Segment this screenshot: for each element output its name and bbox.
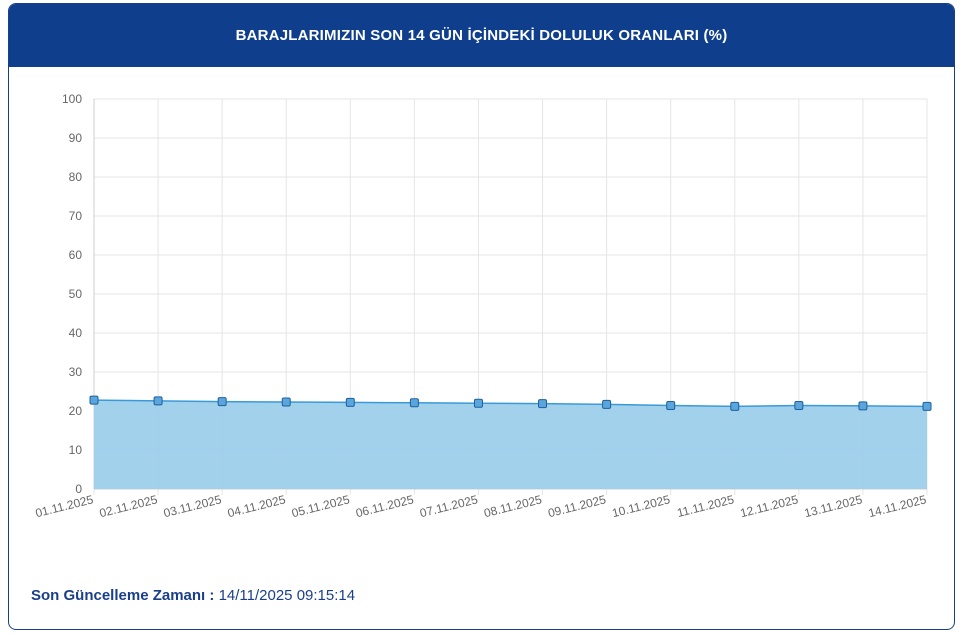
chart-card: BARAJLARIMIZIN SON 14 GÜN İÇİNDEKİ DOLUL… (8, 3, 955, 630)
y-tick-label: 50 (69, 287, 83, 301)
data-point[interactable] (730, 401, 740, 411)
x-tick-label: 14.11.2025 (867, 492, 928, 520)
x-tick-label: 02.11.2025 (98, 492, 159, 520)
y-tick-label: 90 (69, 131, 83, 145)
data-point[interactable] (89, 395, 99, 405)
y-tick-label: 20 (69, 404, 83, 418)
x-tick-label: 03.11.2025 (162, 492, 223, 520)
marker-layer (89, 395, 932, 411)
data-point[interactable] (153, 396, 163, 406)
last-update-label: Son Güncelleme Zamanı : (31, 587, 215, 604)
x-tick-label: 05.11.2025 (290, 492, 351, 520)
x-tick-label: 10.11.2025 (611, 492, 672, 520)
y-tick-label: 40 (69, 326, 83, 340)
data-point[interactable] (217, 397, 227, 407)
chart-area: 0 10 20 30 40 50 60 70 80 90 100 01.11.2025 02.11.2… (9, 67, 954, 547)
y-tick-label: 10 (69, 443, 83, 457)
x-tick-label: 12.11.2025 (739, 492, 800, 520)
x-tick-label: 11.11.2025 (676, 492, 736, 520)
data-point[interactable] (473, 398, 483, 408)
y-tick-label: 80 (69, 170, 83, 184)
card-header: BARAJLARIMIZIN SON 14 GÜN İÇİNDEKİ DOLUL… (9, 4, 954, 67)
x-tick-label: 08.11.2025 (482, 492, 543, 520)
area-layer (93, 399, 928, 489)
y-tick-label: 70 (69, 209, 83, 223)
y-tick-label: 60 (69, 248, 83, 262)
y-tick-label: 100 (62, 92, 82, 106)
fill-rate-chart: 0 10 20 30 40 50 60 70 80 90 100 01.11.2025 02.11.2… (34, 92, 932, 520)
y-tick-label: 0 (75, 482, 82, 496)
y-tick-labels: 0 10 20 30 40 50 60 70 80 90 100 (62, 92, 82, 496)
data-point[interactable] (409, 398, 419, 408)
x-tick-labels: 01.11.2025 02.11.2025 03.11.2025 04.11.2025… (34, 492, 928, 520)
data-point[interactable] (858, 401, 868, 411)
area-fill (94, 400, 927, 489)
last-update-value: 14/11/2025 09:15:14 (218, 587, 356, 604)
x-tick-label: 04.11.2025 (226, 492, 287, 520)
data-point[interactable] (666, 401, 676, 411)
last-update: Son Güncelleme Zamanı : 14/11/2025 09:15… (31, 587, 355, 604)
data-point[interactable] (602, 399, 612, 409)
data-point[interactable] (281, 397, 291, 407)
x-tick-label: 13.11.2025 (803, 492, 864, 520)
chart-title: BARAJLARIMIZIN SON 14 GÜN İÇİNDEKİ DOLUL… (235, 27, 728, 44)
x-tick-label: 06.11.2025 (354, 492, 415, 520)
x-tick-label: 01.11.2025 (34, 492, 95, 520)
data-point[interactable] (922, 401, 932, 411)
data-point[interactable] (538, 399, 548, 409)
data-point[interactable] (794, 401, 804, 411)
series-line (93, 399, 928, 408)
data-point[interactable] (345, 397, 355, 407)
x-tick-label: 09.11.2025 (547, 492, 608, 520)
x-tick-label: 07.11.2025 (418, 492, 479, 520)
y-tick-label: 30 (69, 365, 83, 379)
